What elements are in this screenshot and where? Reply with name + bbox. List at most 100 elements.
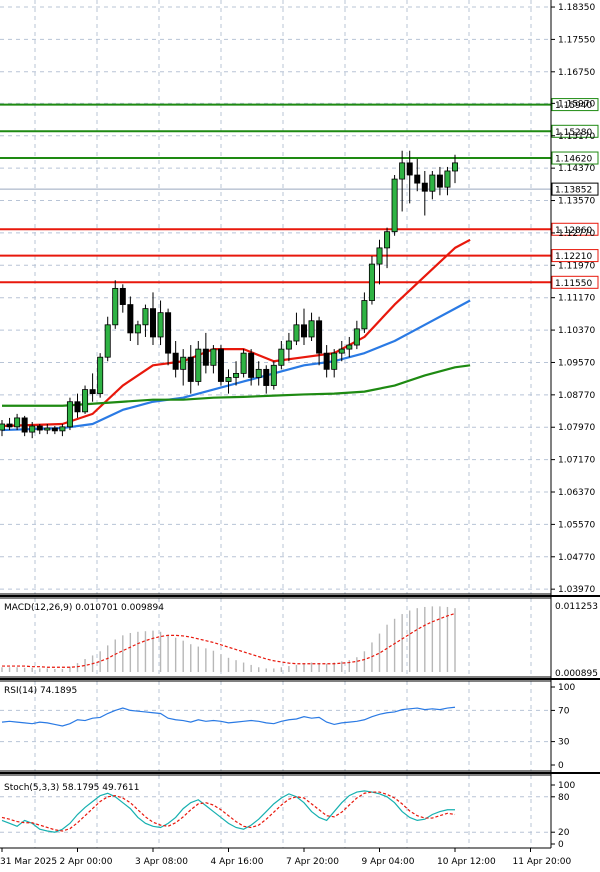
candle-body xyxy=(331,352,338,370)
candle-body xyxy=(44,427,51,431)
candle-body xyxy=(451,162,458,172)
price-tick-label: 1.09570 xyxy=(558,358,595,368)
candlesticks xyxy=(0,150,458,439)
candle-body xyxy=(361,300,368,330)
candle-body xyxy=(119,287,126,305)
level-tag xyxy=(551,222,599,236)
current-price-tag xyxy=(551,182,599,196)
candle-body xyxy=(127,304,134,334)
candle-body xyxy=(285,340,292,350)
candle-body xyxy=(51,427,58,432)
moving-average-line xyxy=(2,364,471,407)
candle-body xyxy=(391,178,398,233)
price-tick-label: 1.10370 xyxy=(558,326,595,336)
indicators xyxy=(1,606,456,833)
candle-body xyxy=(217,348,224,382)
price-tick-label: 1.18350 xyxy=(558,3,595,13)
candle-body xyxy=(187,356,194,382)
price-tick-label: 1.07970 xyxy=(558,423,595,433)
candle-body xyxy=(263,368,270,386)
candle-body xyxy=(278,348,285,366)
candle-body xyxy=(293,324,300,342)
horizontal-levels: 1.15940 1.15280 1.14620 1.12860 1.12210 1.115… xyxy=(0,98,599,289)
moving-average-line xyxy=(1,238,471,428)
candle-body xyxy=(353,328,360,346)
level-tag xyxy=(551,151,599,165)
candle-body xyxy=(14,417,21,428)
candle-body xyxy=(406,162,413,176)
stoch-d-line xyxy=(1,791,456,832)
stoch-tick-label: 0 xyxy=(558,840,564,850)
candle-body xyxy=(384,231,391,249)
price-tick-label: 1.11970 xyxy=(558,261,595,271)
candle-body xyxy=(29,425,36,433)
rsi-line xyxy=(1,706,456,727)
time-tick-label: 9 Apr 04:00 xyxy=(362,857,415,867)
candle-body xyxy=(338,348,345,354)
stoch-tick-label: 20 xyxy=(558,828,570,838)
candle-body xyxy=(270,364,277,386)
price-tick-label: 1.07170 xyxy=(558,456,595,466)
candle-body xyxy=(82,389,89,413)
candle-body xyxy=(202,348,209,366)
price-tick-label: 1.17550 xyxy=(558,35,595,45)
level-label: 1.12860 xyxy=(555,226,592,236)
candle-body xyxy=(134,324,141,334)
candle-body xyxy=(376,247,383,265)
candle-body xyxy=(36,425,43,431)
stoch-tick-label: 100 xyxy=(558,781,575,791)
price-tick-label: 1.03970 xyxy=(558,585,595,595)
macd-tick-label: 0.011253 xyxy=(555,602,598,612)
level-label: 1.15940 xyxy=(555,101,592,111)
level-tag xyxy=(551,98,599,112)
stoch-tick-label: 80 xyxy=(558,793,570,803)
level-label: 1.15280 xyxy=(555,128,592,138)
stoch-label: Stoch(5,3,3) 58.1795 49.7611 xyxy=(4,783,139,793)
candle-body xyxy=(195,348,202,382)
time-tick-label: 2 Apr 00:00 xyxy=(60,857,113,867)
candle-body xyxy=(66,401,73,428)
current-price-label: 1.13852 xyxy=(555,186,592,196)
candle-body xyxy=(346,344,353,350)
rsi-tick-label: 100 xyxy=(558,683,575,693)
level-label: 1.14620 xyxy=(555,155,592,165)
candle-body xyxy=(149,308,156,338)
candle-body xyxy=(414,174,421,184)
macd-label: MACD(12,26,9) 0.010701 0.009894 xyxy=(4,603,164,613)
candle-body xyxy=(316,320,323,354)
candle-body xyxy=(248,352,255,378)
candle-body xyxy=(172,352,179,370)
rsi-tick-label: 30 xyxy=(558,738,570,748)
price-tick-label: 1.15970 xyxy=(558,99,595,109)
candle-body xyxy=(240,352,247,374)
rsi-tick-label: 0 xyxy=(558,761,564,771)
candle-body xyxy=(6,423,13,428)
level-tag xyxy=(551,275,599,289)
candle-body xyxy=(89,389,96,395)
price-tick-label: 1.16750 xyxy=(558,68,595,78)
price-tick-label: 1.06370 xyxy=(558,488,595,498)
candle-body xyxy=(323,352,330,370)
price-tick-label: 1.12770 xyxy=(558,229,595,239)
level-label: 1.12210 xyxy=(555,252,592,262)
price-tick-label: 1.11170 xyxy=(558,294,595,304)
candle-body xyxy=(112,287,119,326)
time-tick-label: 11 Apr 20:00 xyxy=(513,857,572,867)
candle-body xyxy=(74,401,81,413)
candle-body xyxy=(0,423,5,431)
candle-body xyxy=(59,426,66,432)
candle-body xyxy=(368,263,375,301)
time-tick-label: 10 Apr 12:00 xyxy=(437,857,496,867)
candle-body xyxy=(421,182,428,192)
level-label: 1.11550 xyxy=(555,279,592,289)
time-tick-label: 7 Apr 20:00 xyxy=(286,857,339,867)
candle-body xyxy=(429,174,436,192)
level-tag xyxy=(551,249,599,263)
candle-body xyxy=(142,308,149,326)
price-tick-label: 1.08770 xyxy=(558,391,595,401)
candle-body xyxy=(180,356,187,370)
candle-body xyxy=(308,320,315,338)
candle-body xyxy=(233,372,240,378)
